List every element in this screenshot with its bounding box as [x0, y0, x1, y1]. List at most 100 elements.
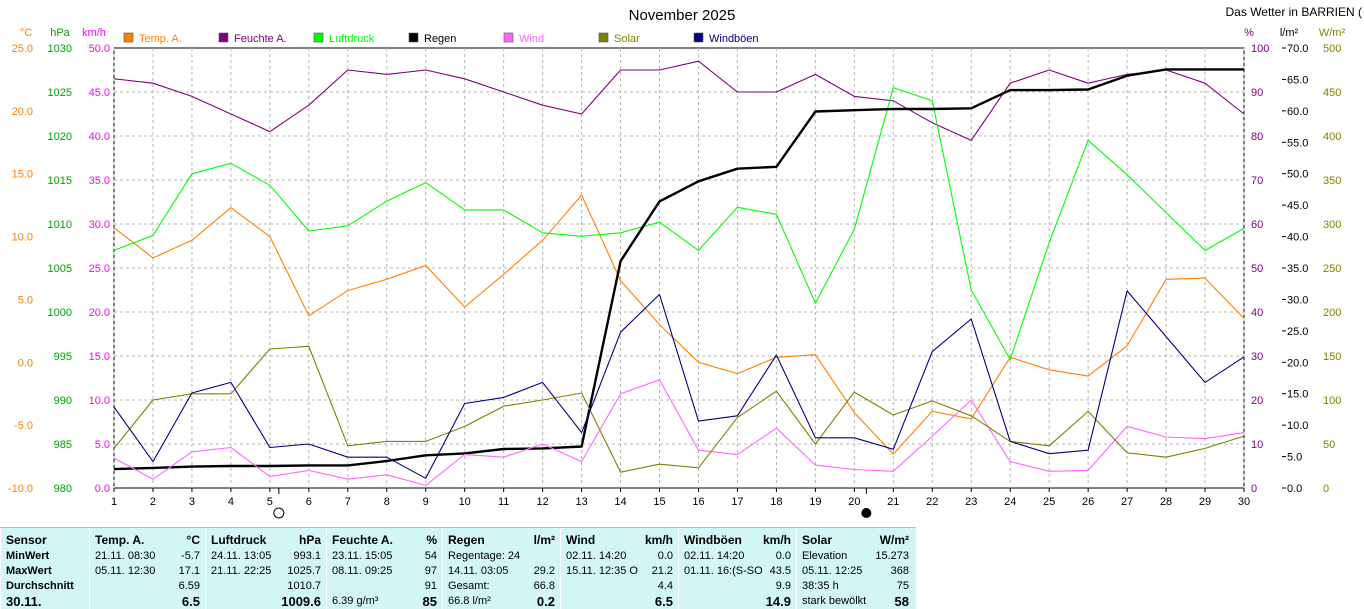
y-tick-label-solar: 100 — [1323, 395, 1341, 407]
stats-cell-value: 0.0 — [657, 550, 673, 562]
stats-column-sensor: Sensor MinWert MaxWert Durchschnitt 30.11. — [0, 528, 90, 609]
stats-cell-left: 38:35 h — [802, 580, 839, 592]
stats-header-label: Wind — [566, 533, 596, 547]
stats-cell-value: 368 — [890, 565, 909, 577]
stats-cell-value: 75 — [896, 580, 909, 592]
y-tick-label-rain: 55.0 — [1287, 137, 1308, 149]
series-line-5 — [113, 345, 1245, 473]
y-tick-label-press: 1030 — [48, 43, 72, 55]
stats-cell-value: 6.5 — [654, 594, 673, 609]
y-tick-label-solar: 250 — [1323, 263, 1341, 275]
stats-cell-value: 1009.6 — [281, 594, 321, 609]
stats-header: Temp. A. °C — [90, 533, 206, 548]
stats-cell-left: 08.11. 09:25 — [332, 565, 393, 577]
stats-row-label: Durchschnitt — [6, 580, 74, 592]
y-tick-label-rain: 45.0 — [1287, 200, 1308, 212]
stats-cell-left: Gesamt: — [448, 580, 490, 592]
stats-header-unit: l/m² — [533, 533, 555, 547]
y-tick-label-hum: 80 — [1251, 131, 1263, 143]
y-tick-label-wind: 10.0 — [89, 395, 110, 407]
y-tick-label-rain: 40.0 — [1287, 232, 1308, 244]
y-tick-label-hum: 100 — [1251, 43, 1269, 55]
y-tick-label-temp: 0.0 — [18, 357, 33, 369]
stats-cell-left: 02.11. 14:20 — [566, 550, 627, 562]
axis-unit-press: hPa — [50, 27, 70, 39]
x-tick-label: 29 — [1199, 496, 1211, 508]
y-tick-label-wind: 35.0 — [89, 175, 110, 187]
stats-row: 02.11. 14:20 0.0 — [679, 549, 797, 564]
y-tick-label-wind: 15.0 — [89, 351, 110, 363]
stats-header: Feuchte A.% — [327, 533, 443, 548]
stats-row: 05.11. 12:25 368 — [797, 564, 915, 579]
chart-series — [113, 60, 1245, 486]
y-tick-label-wind: 0.0 — [95, 483, 110, 495]
stats-cell-left: 02.11. 14:20 — [684, 550, 745, 562]
stats-cell-left: 05.11. 12:30 — [95, 565, 156, 577]
y-tick-label-wind: 45.0 — [89, 87, 110, 99]
stats-cell-left: 01.11. 16:(S-SO — [684, 565, 763, 577]
x-tick-label: 21 — [887, 496, 899, 508]
y-tick-label-solar: 300 — [1323, 219, 1341, 231]
legend-swatch — [408, 32, 419, 43]
y-tick-label-temp: 25.0 — [12, 43, 33, 55]
stats-cell-value: 97 — [424, 565, 437, 577]
y-tick-label-hum: 20 — [1251, 395, 1263, 407]
stats-row-label: 30.11. — [6, 594, 42, 609]
y-tick-label-rain: 15.0 — [1287, 389, 1308, 401]
stats-header-label: Regen — [448, 533, 485, 547]
stats-header-label: Solar — [802, 533, 833, 547]
x-tick-label: 28 — [1160, 496, 1172, 508]
y-tick-label-solar: 150 — [1323, 351, 1341, 363]
x-tick-label: 2 — [150, 496, 156, 508]
stats-row: 01.11. 16:(S-SO 43.5 — [679, 564, 797, 579]
full-moon-icon — [273, 507, 285, 519]
stats-header-unit: km/h — [644, 533, 673, 547]
x-tick-label: 12 — [536, 496, 548, 508]
stats-row: Gesamt: 66.8 — [443, 579, 561, 594]
stats-cell-left: 6.39 g/m³ — [332, 595, 379, 607]
stats-row: 02.11. 14:20 0.0 — [561, 549, 679, 564]
y-tick-label-press: 1000 — [48, 307, 72, 319]
x-tick-label: 19 — [809, 496, 821, 508]
y-tick-label-temp: 5.0 — [18, 294, 33, 306]
stats-row: 4.4 — [561, 579, 679, 594]
stats-row: MaxWert — [1, 564, 90, 579]
new-moon-icon — [861, 508, 872, 518]
stats-row: Elevation 15.273 — [797, 549, 915, 564]
stats-header-unit: °C — [186, 533, 200, 547]
stats-header-label: Sensor — [6, 533, 47, 547]
stats-header: Wind km/h — [561, 533, 679, 548]
y-tick-label-hum: 50 — [1251, 263, 1263, 275]
stats-cell-left: 05.11. 12:25 — [802, 565, 863, 577]
stats-row: 23.11. 15:05 54 — [327, 549, 443, 564]
series-line-1 — [113, 60, 1245, 141]
stats-cell-left: Regentage: 24 — [448, 550, 521, 562]
stats-header: Windböen km/h — [679, 533, 797, 548]
axis-unit-hum: % — [1244, 27, 1254, 39]
x-tick-label: 30 — [1238, 496, 1250, 508]
series-line-0 — [113, 194, 1245, 455]
stats-row: 1009.6 — [206, 594, 327, 609]
stats-row: 21.11. 08:30 -5.7 — [90, 549, 206, 564]
y-tick-label-solar: 500 — [1323, 43, 1341, 55]
y-tick-label-press: 985 — [54, 439, 72, 451]
x-tick-label: 14 — [614, 496, 626, 508]
stats-cell-value: 21.2 — [651, 565, 673, 577]
stats-cell-value: 29.2 — [533, 565, 555, 577]
x-tick-label: 23 — [965, 496, 977, 508]
stats-column-gust: Windböen km/h 02.11. 14:20 0.0 01.11. 16:(S-… — [678, 528, 797, 609]
legend-label: Windböen — [709, 33, 759, 45]
stats-cell-value: 15.273 — [875, 550, 909, 562]
y-tick-label-temp: 20.0 — [12, 106, 33, 118]
stats-header-label: Feuchte A. — [332, 533, 393, 547]
x-tick-label: 9 — [423, 496, 429, 508]
legend-label: Temp. A. — [139, 33, 182, 45]
legend-label: Luftdruck — [329, 33, 375, 45]
stats-row-label: MinWert — [6, 550, 50, 562]
x-tick-label: 6 — [306, 496, 312, 508]
y-tick-label-hum: 40 — [1251, 307, 1263, 319]
stats-column-solar: Solar W/m² Elevation 15.273 05.11. 12:25 368 3… — [796, 528, 915, 609]
series-line-6 — [113, 290, 1245, 479]
stats-header: Solar W/m² — [797, 533, 915, 548]
x-tick-label: 17 — [731, 496, 743, 508]
